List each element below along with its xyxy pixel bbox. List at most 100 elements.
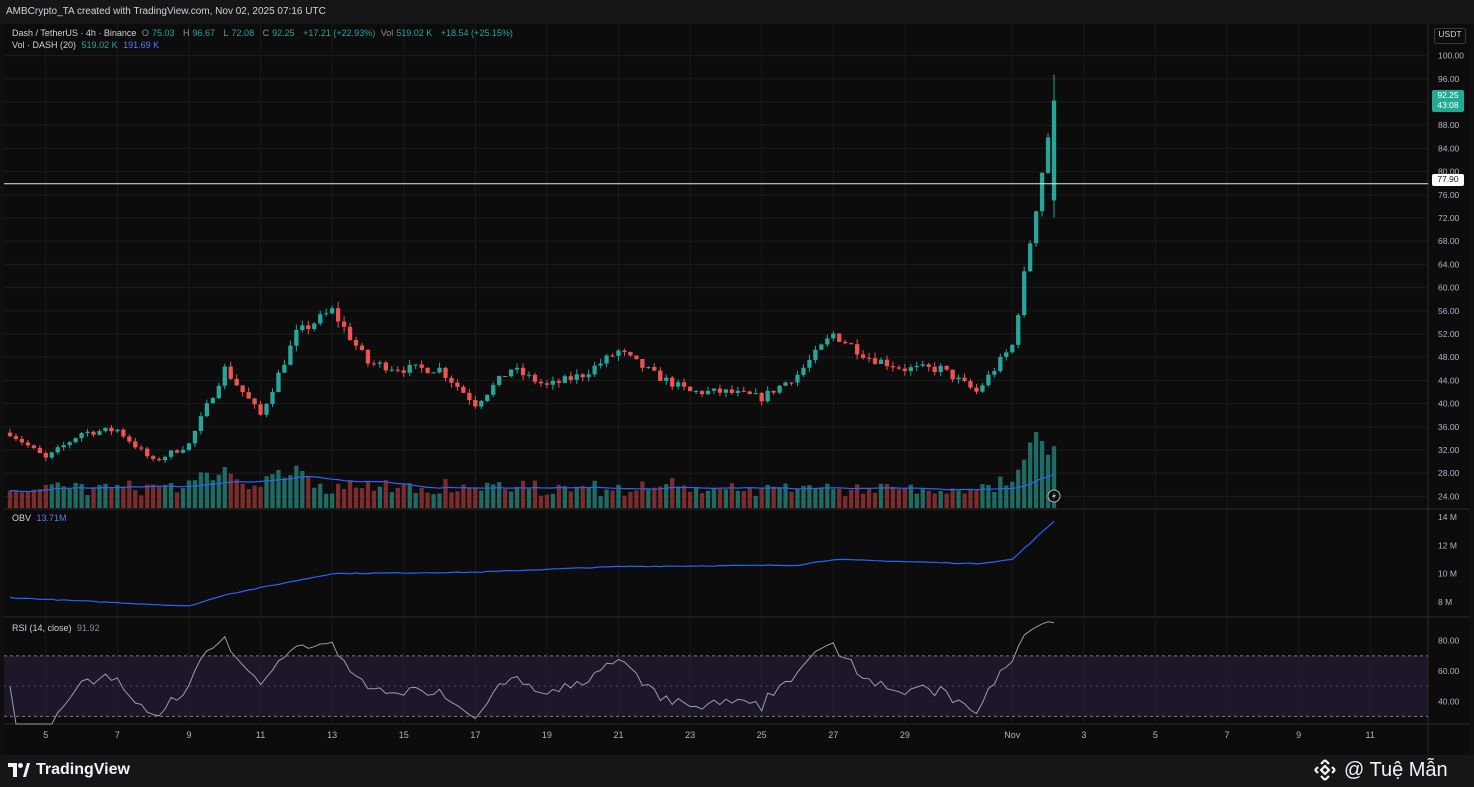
- volume-bar: [562, 486, 567, 508]
- horizontal-level-tag[interactable]: 77.90: [1432, 174, 1464, 186]
- candle-body: [860, 354, 866, 358]
- volume-bar: [252, 485, 257, 508]
- volume-bar: [246, 489, 251, 508]
- time-tick-label: 9: [186, 730, 191, 740]
- volume-bar: [407, 483, 412, 508]
- candle: [908, 364, 913, 376]
- candle: [497, 375, 502, 387]
- candle-body: [932, 366, 937, 372]
- volume-bar: [878, 483, 884, 508]
- candle-body: [240, 385, 245, 393]
- candle-body: [145, 448, 150, 457]
- volume-legend-title[interactable]: Vol · DASH (20): [12, 40, 77, 50]
- candle: [1010, 343, 1015, 354]
- volume-bar: [234, 479, 239, 508]
- top-bar: AMBCrypto_TA created with TradingView.co…: [0, 0, 1474, 24]
- rsi-line: [9, 621, 1055, 725]
- candle-body: [497, 375, 502, 385]
- volume-bar: [735, 490, 740, 508]
- last-price-value: 92.25: [1437, 90, 1459, 100]
- candle-body: [783, 382, 788, 386]
- candle-body: [550, 380, 556, 385]
- candle: [1051, 74, 1057, 218]
- volume-bar: [1033, 432, 1039, 508]
- candle: [508, 369, 514, 378]
- bottom-bar: [0, 755, 1474, 787]
- volume-bar: [97, 485, 102, 508]
- volume-bar: [765, 484, 770, 508]
- candle: [556, 378, 562, 388]
- volume-bar: [795, 489, 800, 508]
- candle-body: [914, 365, 919, 368]
- candle-body: [813, 349, 818, 360]
- volume-bar: [992, 491, 997, 508]
- volume-bar: [270, 474, 275, 508]
- volume-bar: [968, 489, 973, 508]
- volume-bar: [974, 489, 979, 508]
- volume-bar: [180, 488, 186, 508]
- candle-body: [1045, 137, 1051, 173]
- candle-body: [55, 447, 60, 453]
- volume-bar: [681, 485, 687, 508]
- candle-body: [693, 391, 699, 393]
- volume-bar: [192, 480, 198, 508]
- candle: [216, 382, 221, 400]
- candle-body: [676, 382, 681, 387]
- obv-legend-title[interactable]: OBV: [12, 513, 32, 523]
- candle: [156, 456, 162, 462]
- candle: [383, 360, 388, 374]
- candle: [658, 367, 663, 382]
- candle: [246, 387, 251, 399]
- candle-body: [347, 326, 353, 341]
- volume-bar: [55, 482, 60, 508]
- candle: [550, 376, 556, 390]
- volume-bar: [1028, 442, 1033, 508]
- candle-body: [324, 313, 329, 315]
- candle: [252, 397, 257, 409]
- volume-change: +18.54 (+25.15%): [440, 28, 513, 38]
- candle-body: [1010, 344, 1015, 353]
- volume-bar: [389, 492, 394, 508]
- volume-bar: [741, 491, 746, 508]
- chart-canvas[interactable]: 100.0096.0092.0088.0084.0080.0076.0072.0…: [4, 24, 1470, 755]
- volume-bar: [807, 485, 812, 508]
- tradingview-brand[interactable]: TradingView: [8, 761, 130, 779]
- candle: [514, 363, 520, 374]
- currency-label[interactable]: USDT: [1434, 28, 1466, 44]
- volume-bar: [371, 490, 377, 508]
- price-tick-label: 28.00: [1438, 468, 1460, 478]
- candle: [777, 384, 782, 395]
- candle: [288, 340, 293, 366]
- candle: [819, 343, 824, 351]
- candle-body: [401, 370, 406, 373]
- candle: [586, 369, 591, 382]
- candle: [634, 355, 639, 360]
- volume-bar: [461, 484, 466, 508]
- candle-body: [610, 355, 615, 357]
- volume-bar: [938, 491, 943, 508]
- candle: [234, 374, 239, 386]
- time-tick-label: 19: [542, 730, 552, 740]
- candle-body: [592, 365, 597, 375]
- candle-body: [7, 432, 13, 437]
- obv-legend-value: 13.71M: [36, 513, 67, 523]
- symbol-title[interactable]: Dash / TetherUS · 4h · Binance: [12, 28, 137, 38]
- candle-body: [318, 314, 323, 324]
- rsi-legend-title[interactable]: RSI (14, close): [12, 623, 72, 633]
- candle: [485, 394, 490, 403]
- candle-body: [312, 323, 317, 329]
- candle: [813, 345, 818, 364]
- volume-bar: [318, 483, 323, 508]
- volume-bar: [497, 482, 502, 508]
- volume-bar: [156, 485, 162, 508]
- candle-body: [890, 366, 896, 368]
- volume-bar: [127, 480, 132, 508]
- volume-bar: [652, 487, 657, 508]
- volume-bar: [347, 480, 353, 508]
- volume-bar: [514, 486, 520, 508]
- candle-body: [628, 352, 633, 356]
- candle: [872, 352, 878, 365]
- candle-body: [640, 358, 645, 368]
- volume-bar: [759, 487, 764, 508]
- volume-bar: [556, 484, 562, 508]
